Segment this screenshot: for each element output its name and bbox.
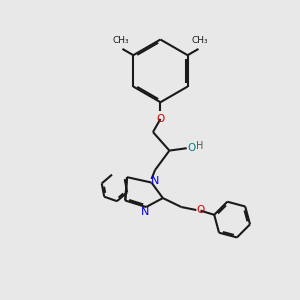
Text: CH₃: CH₃ bbox=[112, 36, 129, 45]
Text: CH₃: CH₃ bbox=[192, 36, 208, 45]
Text: H: H bbox=[196, 141, 203, 152]
Text: O: O bbox=[156, 114, 165, 124]
Text: O: O bbox=[196, 205, 205, 215]
Text: N: N bbox=[141, 207, 150, 217]
Text: O: O bbox=[187, 142, 196, 153]
Text: N: N bbox=[151, 176, 159, 186]
